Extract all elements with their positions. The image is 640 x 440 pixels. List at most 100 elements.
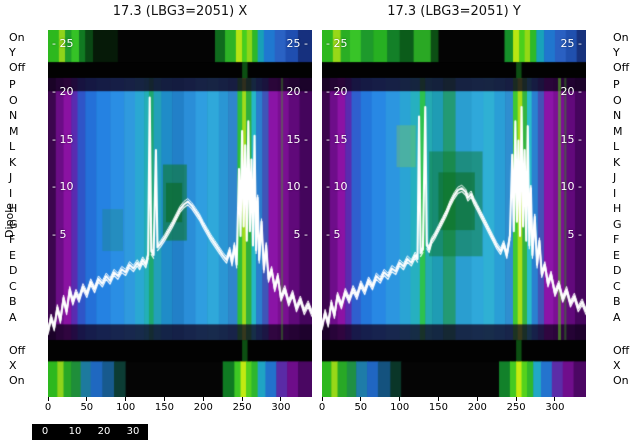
row-label-left-on-21: On <box>9 374 25 387</box>
x-tick-mark-panel1-150 <box>437 397 439 401</box>
scale-label-right-panel1-25: 25 - <box>560 37 582 50</box>
row-label-right-l-7: L <box>613 140 620 153</box>
row-label-right-on-21: On <box>613 374 629 387</box>
scale-label-left-panel1-20: - 20 <box>326 84 348 98</box>
row-label-right-j-9: J <box>613 171 617 184</box>
heatmap-panel-x <box>48 30 312 397</box>
row-label-left-l-7: L <box>9 140 16 153</box>
scale-label-right-panel1-20: 20 - <box>560 84 582 98</box>
x-tick-mark-panel0-250 <box>241 397 243 401</box>
scale-label-right-panel1-10: 10 - <box>560 180 582 194</box>
row-label-left-i-10: I <box>9 186 13 200</box>
x-tick-mark-panel1-0 <box>321 397 323 401</box>
x-tick-label-panel1-200: 200 <box>467 402 487 413</box>
x-tick-label-panel0-200: 200 <box>193 402 213 413</box>
row-label-right-f-13: F <box>613 233 620 246</box>
x-tick-label-panel0-100: 100 <box>116 402 136 413</box>
scale-label-left-panel0-25: - 25 <box>52 37 74 50</box>
colorbar-tick-label-0: 0 <box>41 426 49 437</box>
colorbar-tick-label-10: 10 <box>68 426 82 437</box>
row-label-left-o-4: O <box>9 93 18 107</box>
row-label-left-a-18: A <box>9 310 17 324</box>
scale-label-right-panel0-25: 25 - <box>286 37 308 50</box>
row-label-right-x-20: X <box>613 359 621 372</box>
x-tick-mark-panel1-200 <box>476 397 478 401</box>
row-label-left-y-1: Y <box>9 46 16 59</box>
row-label-left-d-15: D <box>9 264 18 277</box>
panel-title-x: 17.3 (LBG3=2051) X <box>112 4 248 19</box>
row-label-left-h-11: H <box>9 202 18 215</box>
row-label-left-j-9: J <box>9 171 13 184</box>
x-tick-mark-panel0-100 <box>125 397 127 401</box>
row-label-right-e-14: E <box>613 248 620 262</box>
x-tick-label-panel0-250: 250 <box>232 402 252 413</box>
row-label-right-b-17: B <box>613 295 621 308</box>
colorbar-tick-label-30: 30 <box>126 426 140 437</box>
row-label-right-y-1: Y <box>613 46 620 59</box>
row-label-right-g-12: G <box>613 217 622 231</box>
row-label-left-b-17: B <box>9 295 17 308</box>
x-tick-label-panel0-0: 0 <box>44 402 52 413</box>
row-label-right-off-2: Off <box>613 61 630 74</box>
x-tick-mark-panel0-0 <box>47 397 49 401</box>
row-label-left-off-19: Off <box>9 344 26 357</box>
scale-label-right-panel0-10: 10 - <box>286 180 308 194</box>
row-label-right-a-18: A <box>613 310 621 324</box>
row-label-left-p-3: P <box>9 78 16 91</box>
x-tick-label-panel0-50: 50 <box>80 402 94 413</box>
scale-label-left-panel0-5: - 5 <box>52 228 67 241</box>
row-label-left-n-5: N <box>9 109 18 122</box>
scale-label-right-panel0-20: 20 - <box>286 84 308 98</box>
row-label-left-f-13: F <box>9 233 16 246</box>
x-tick-label-panel1-100: 100 <box>390 402 410 413</box>
row-label-left-m-6: M <box>9 124 19 138</box>
row-label-left-c-16: C <box>9 279 17 293</box>
row-label-left-off-2: Off <box>9 61 26 74</box>
scale-label-left-panel1-25: - 25 <box>326 37 348 50</box>
x-tick-mark-panel1-100 <box>399 397 401 401</box>
row-label-right-i-10: I <box>613 186 617 200</box>
row-label-right-p-3: P <box>613 78 620 91</box>
scale-label-right-panel1-5: 5 - <box>567 228 582 241</box>
x-tick-mark-panel0-50 <box>86 397 88 401</box>
x-tick-mark-panel0-150 <box>163 397 165 401</box>
scale-label-left-panel1-5: - 5 <box>326 228 341 241</box>
x-tick-label-panel1-50: 50 <box>354 402 368 413</box>
row-label-right-m-6: M <box>613 124 623 138</box>
colorbar: 0 10 20 30 <box>32 424 148 440</box>
row-label-right-d-15: D <box>613 264 622 277</box>
row-label-right-h-11: H <box>613 202 622 215</box>
scale-label-left-panel0-15: - 15 <box>52 132 74 146</box>
row-label-right-k-8: K <box>613 155 621 169</box>
scale-label-left-panel0-10: - 10 <box>52 180 74 194</box>
x-tick-label-panel0-150: 150 <box>154 402 175 413</box>
scale-label-left-panel1-15: - 15 <box>326 132 348 146</box>
scale-label-right-panel0-15: 15 - <box>286 132 308 146</box>
row-label-left-on-0: On <box>9 31 25 44</box>
x-tick-label-panel0-300: 300 <box>271 402 291 413</box>
x-tick-label-panel1-150: 150 <box>428 402 449 413</box>
x-tick-mark-panel1-300 <box>554 397 556 401</box>
row-label-right-on-0: On <box>613 31 629 44</box>
row-label-right-off-19: Off <box>613 344 630 357</box>
scale-label-right-panel0-5: 5 - <box>293 228 308 241</box>
x-tick-mark-panel1-50 <box>360 397 362 401</box>
row-label-left-g-12: G <box>9 217 18 231</box>
scale-label-left-panel0-20: - 20 <box>52 84 74 98</box>
scale-label-left-panel1-10: - 10 <box>326 180 348 194</box>
row-label-right-o-4: O <box>613 93 622 107</box>
x-tick-label-panel1-0: 0 <box>318 402 326 413</box>
x-tick-mark-panel0-200 <box>202 397 204 401</box>
row-label-right-c-16: C <box>613 279 621 293</box>
x-tick-mark-panel0-300 <box>280 397 282 401</box>
row-label-right-n-5: N <box>613 109 622 122</box>
scale-label-right-panel1-15: 15 - <box>560 132 582 146</box>
x-tick-label-panel1-300: 300 <box>545 402 565 413</box>
colorbar-tick-label-20: 20 <box>97 426 111 437</box>
row-label-left-x-20: X <box>9 359 17 372</box>
row-label-left-k-8: K <box>9 155 17 169</box>
x-tick-mark-panel1-250 <box>515 397 517 401</box>
heatmap-panel-y <box>322 30 586 397</box>
row-label-left-e-14: E <box>9 248 16 262</box>
